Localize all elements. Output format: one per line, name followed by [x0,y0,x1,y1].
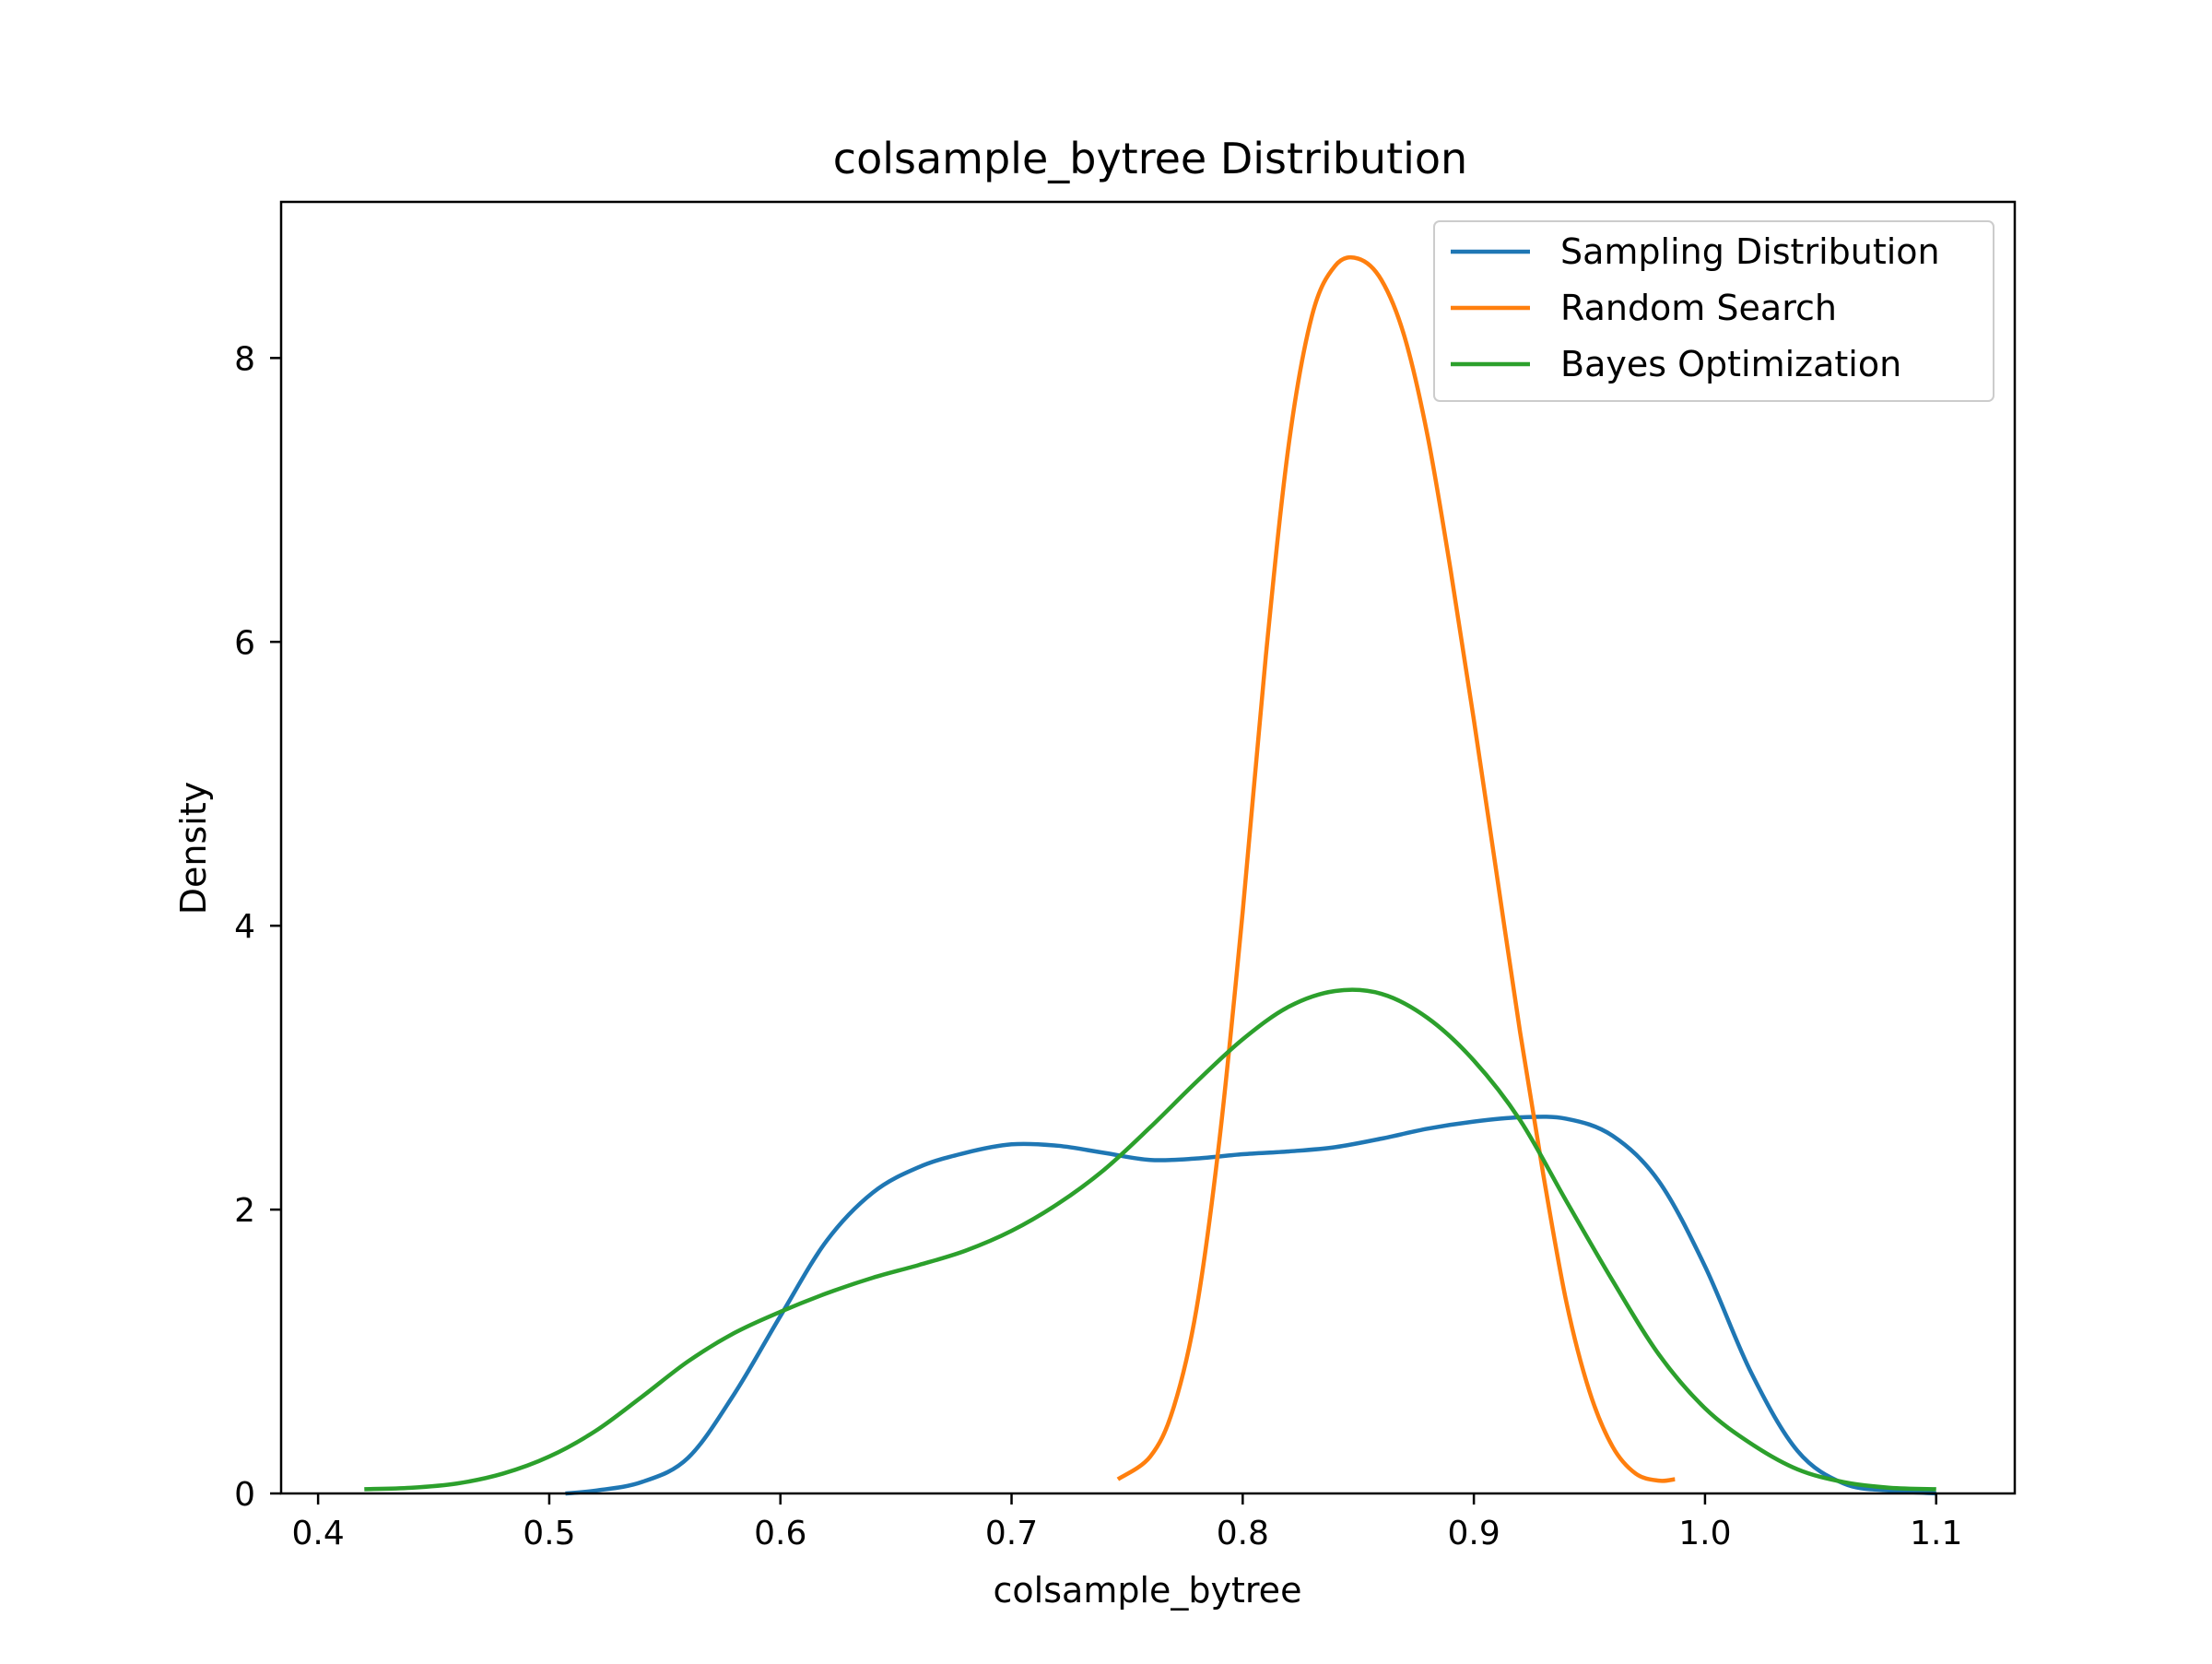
y-tick-label: 0 [234,1476,255,1514]
y-tick-label: 4 [234,908,255,946]
series-line-1 [565,1115,1936,1496]
x-tick-label: 0.7 [985,1515,1038,1552]
x-tick-label: 1.1 [1910,1515,1962,1552]
y-axis-label: Density [173,782,214,915]
plot-frame [279,200,2017,1495]
x-tick-label: 1.0 [1678,1515,1731,1552]
legend-label-2: Random Search [1560,288,1837,328]
legend: Sampling Distribution Random Search Bayes … [1433,220,1994,402]
y-tick-label: 2 [234,1192,255,1230]
y-tick-label: 8 [234,340,255,378]
x-tick-label: 0.5 [523,1515,575,1552]
x-tick-label: 0.9 [1447,1515,1500,1552]
x-tick-label: 0.4 [291,1515,344,1552]
legend-label-1: Sampling Distribution [1560,231,1940,272]
x-tick-label: 0.8 [1217,1515,1269,1552]
x-axis-ticks: 0.4 0.5 0.6 0.7 0.8 0.9 1.0 1.1 [291,1493,1962,1552]
legend-entries: Sampling Distribution Random Search Bayes … [1451,231,1940,384]
series-line-2 [1116,254,1676,1483]
series-layer [364,254,1936,1496]
legend-label-3: Bayes Optimization [1560,344,1901,384]
x-axis-label: colsample_bytree [994,1570,1302,1611]
y-tick-label: 6 [234,624,255,662]
legend-frame [1433,220,1994,402]
chart-title: colsample_bytree Distribution [833,134,1467,183]
x-tick-label: 0.6 [754,1515,806,1552]
series-line-3 [364,987,1936,1492]
y-axis-ticks: 0 2 4 6 8 [234,340,281,1514]
